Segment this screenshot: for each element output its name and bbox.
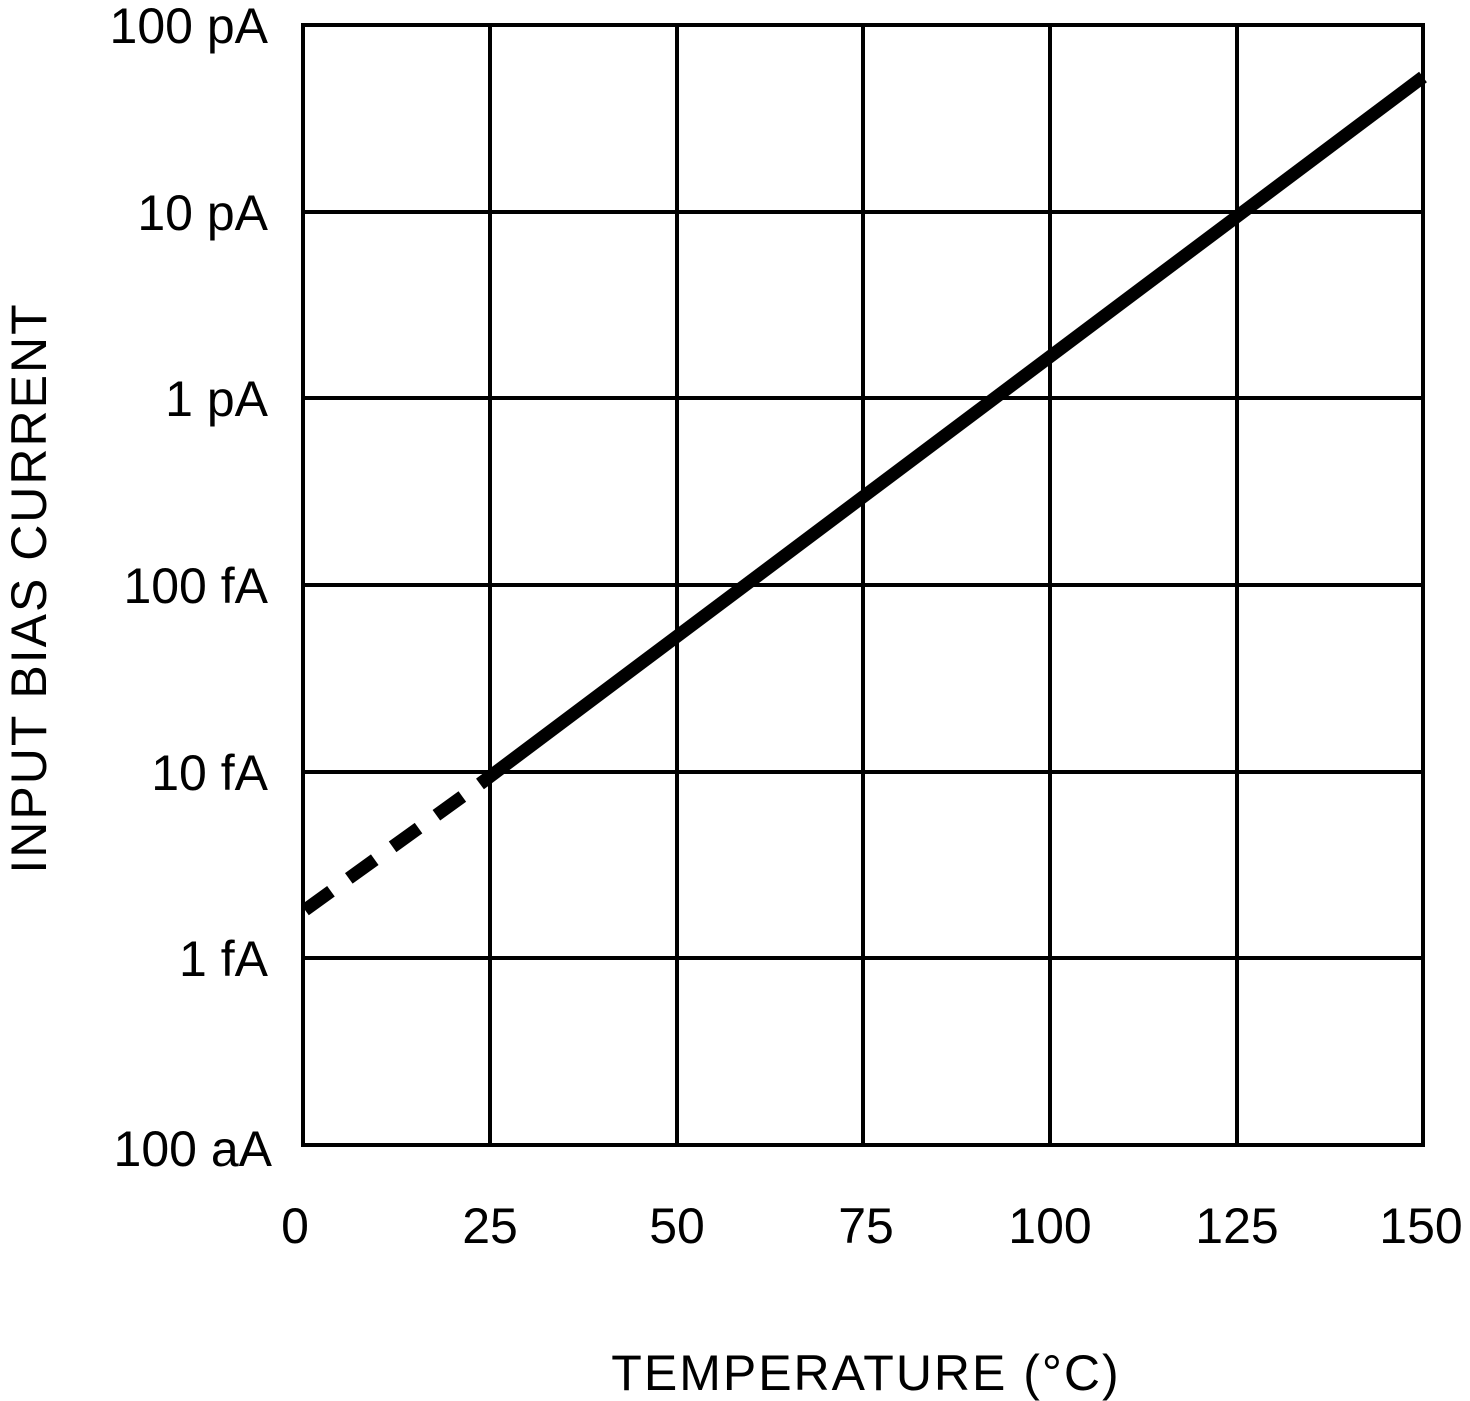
y-tick: 100 pA xyxy=(110,0,269,54)
x-tick: 25 xyxy=(462,1198,518,1254)
y-tick: 10 fA xyxy=(151,745,268,801)
series-solid-line xyxy=(476,71,1427,790)
x-tick-labels: 0 25 50 75 100 125 150 xyxy=(281,1198,1463,1254)
y-tick: 100 fA xyxy=(123,558,268,614)
x-tick: 75 xyxy=(838,1198,894,1254)
x-tick: 100 xyxy=(1008,1198,1091,1254)
x-tick: 150 xyxy=(1379,1198,1462,1254)
x-tick: 50 xyxy=(649,1198,705,1254)
y-tick: 1 fA xyxy=(179,931,269,987)
y-tick-labels: 100 pA 10 pA 1 pA 100 fA 10 fA 1 fA 100 … xyxy=(110,0,273,1177)
y-tick: 10 pA xyxy=(137,185,268,241)
y-tick: 1 pA xyxy=(165,371,269,427)
series-dashed-line xyxy=(301,772,492,916)
plot-grid xyxy=(301,23,1425,1147)
y-tick: 100 aA xyxy=(114,1121,273,1177)
y-axis-title: INPUT BIAS CURRENT xyxy=(1,302,57,873)
x-axis-title: TEMPERATURE (°C) xyxy=(611,1345,1120,1401)
x-tick: 125 xyxy=(1195,1198,1278,1254)
x-tick: 0 xyxy=(281,1198,309,1254)
